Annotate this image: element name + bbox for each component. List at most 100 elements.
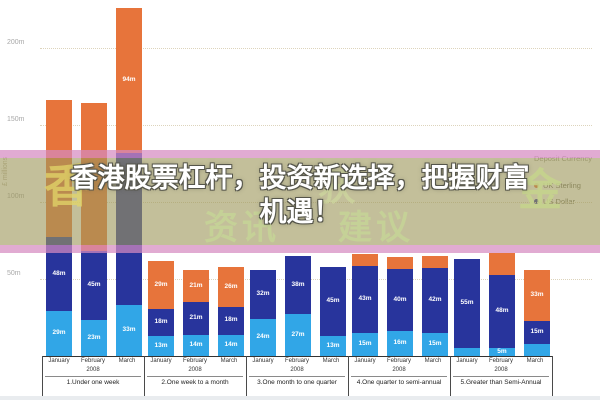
- stacked-bar: 45m 13m: [320, 267, 346, 356]
- value-label: 18m: [224, 316, 238, 324]
- value-label: 5m: [497, 348, 507, 355]
- group-label: 2.One week to a month: [147, 376, 243, 387]
- value-label: 23m: [87, 333, 101, 341]
- value-label: 27m: [291, 330, 305, 338]
- month-label: February: [182, 358, 207, 364]
- bar-segment-dark_blue: 43m: [352, 266, 378, 333]
- value-label: 33m: [122, 326, 136, 334]
- month-labels: January February March: [450, 357, 552, 366]
- axis-group-separator: [450, 356, 451, 396]
- month-label: January: [252, 358, 274, 364]
- banner-body: 香 获 资讯 建议 金 香港股票杠杆，投资新选择，把握财富 机遇！: [0, 158, 600, 247]
- bar-segment-light_blue: [454, 348, 480, 356]
- month-label: March: [526, 358, 544, 364]
- value-label: 42m: [428, 296, 442, 304]
- value-label: 38m: [291, 280, 305, 288]
- bar-segment-light_blue: 29m: [46, 310, 72, 356]
- bar-segment-dark_blue: 48m: [489, 274, 515, 349]
- banner-title-line1: 香港股票杠杆，投资新选择，把握财富: [70, 163, 530, 193]
- year-label: 2008: [188, 367, 202, 373]
- stacked-bar: 42m 15m: [422, 256, 448, 356]
- banner-overlay: 香 获 资讯 建议 金 香港股票杠杆，投资新选择，把握财富 机遇！: [0, 150, 600, 253]
- value-label: 45m: [326, 297, 340, 305]
- month-label: January: [48, 358, 70, 364]
- month-label: March: [322, 358, 340, 364]
- bottom-strip: [0, 396, 600, 400]
- bar-segment-light_blue: 13m: [320, 336, 346, 356]
- bar-segment-light_blue: 27m: [285, 314, 311, 356]
- value-label: 48m: [52, 269, 66, 277]
- value-label: 55m: [460, 299, 474, 307]
- group-label: 4.One quarter to semi-annual: [351, 376, 447, 387]
- stacked-bar: 21m 21m 14m: [183, 270, 209, 356]
- bar-segment-light_blue: 33m: [116, 305, 142, 357]
- stacked-bar: 29m 18m 13m: [148, 261, 174, 356]
- year-label: 2008: [290, 367, 304, 373]
- value-label: 13m: [326, 341, 340, 349]
- bar-segment-dark_blue: 32m: [250, 270, 276, 320]
- bar-segment-orange: [422, 256, 448, 269]
- gridline: [40, 125, 592, 126]
- month-labels: January February March: [144, 357, 246, 366]
- value-label: 29m: [154, 280, 168, 288]
- stacked-bar: 38m 27m: [285, 256, 311, 356]
- group-label: 1.Under one week: [45, 376, 141, 387]
- month-labels: January February March: [246, 357, 348, 366]
- axis-group-separator: [246, 356, 247, 396]
- stacked-bar: 43m 15m: [352, 254, 378, 356]
- value-label: 18m: [154, 318, 168, 326]
- year-label: 2008: [86, 367, 100, 373]
- stacked-bar: 55m: [454, 259, 480, 356]
- axis-group-separator: [144, 356, 145, 396]
- bar-segment-dark_blue: 40m: [387, 269, 413, 331]
- bar-segment-orange: 26m: [218, 267, 244, 307]
- x-axis-group: January February March 2008 1.Under one week: [42, 357, 144, 387]
- axis-group-separator: [552, 356, 553, 396]
- bar-segment-light_blue: [524, 343, 550, 356]
- axis-group-separator: [42, 356, 43, 396]
- bar-segment-light_blue: 16m: [387, 330, 413, 356]
- x-axis-group: January February March 2008 2.One week to a …: [144, 357, 246, 387]
- x-axis-group: January February March 2008 5.Greater than S…: [450, 357, 552, 387]
- value-label: 15m: [358, 339, 372, 347]
- value-label: 21m: [189, 281, 203, 289]
- banner-text: 香港股票杠杆，投资新选择，把握财富 机遇！: [0, 161, 600, 229]
- bar-segment-orange: 33m: [524, 270, 550, 321]
- group-label: 5.Greater than Semi-Annual: [453, 376, 549, 387]
- value-label: 13m: [154, 341, 168, 349]
- stacked-bar: 26m 18m 14m: [218, 267, 244, 356]
- bar-segment-light_blue: 13m: [148, 336, 174, 356]
- value-label: 15m: [530, 327, 544, 335]
- bar-segment-light_blue: 15m: [352, 332, 378, 356]
- value-label: 29m: [52, 329, 66, 337]
- bar-segment-light_blue: 5m: [489, 348, 515, 356]
- value-label: 15m: [428, 340, 442, 348]
- x-axis-baseline: [42, 356, 552, 357]
- stacked-bar: 33m 15m: [524, 270, 550, 356]
- bar-segment-dark_blue: 38m: [285, 256, 311, 315]
- month-label: February: [386, 358, 411, 364]
- group-label: 3.One month to one quarter: [249, 376, 345, 387]
- value-label: 40m: [393, 295, 407, 303]
- bar-segment-light_blue: 14m: [218, 334, 244, 356]
- month-label: February: [488, 358, 513, 364]
- month-labels: January February March: [348, 357, 450, 366]
- bar-segment-light_blue: 24m: [250, 319, 276, 356]
- month-labels: January February March: [42, 357, 144, 366]
- x-axis-group: January February March 2008 4.One quarter to…: [348, 357, 450, 387]
- value-label: 14m: [224, 341, 238, 348]
- bar-segment-dark_blue: 45m: [81, 250, 107, 321]
- value-label: 14m: [189, 341, 203, 348]
- stacked-bar: 40m 16m: [387, 257, 413, 356]
- year-label: 2008: [494, 367, 508, 373]
- bar-segment-light_blue: 14m: [183, 334, 209, 356]
- bar-segment-dark_blue: 55m: [454, 259, 480, 349]
- bar-segment-dark_blue: 42m: [422, 268, 448, 333]
- bar-segment-light_blue: 23m: [81, 320, 107, 356]
- month-label: January: [150, 358, 172, 364]
- banner-title-line2: 机遇！: [259, 197, 341, 227]
- value-label: 16m: [393, 338, 407, 346]
- year-label: 2008: [392, 367, 406, 373]
- gridline: [40, 279, 592, 280]
